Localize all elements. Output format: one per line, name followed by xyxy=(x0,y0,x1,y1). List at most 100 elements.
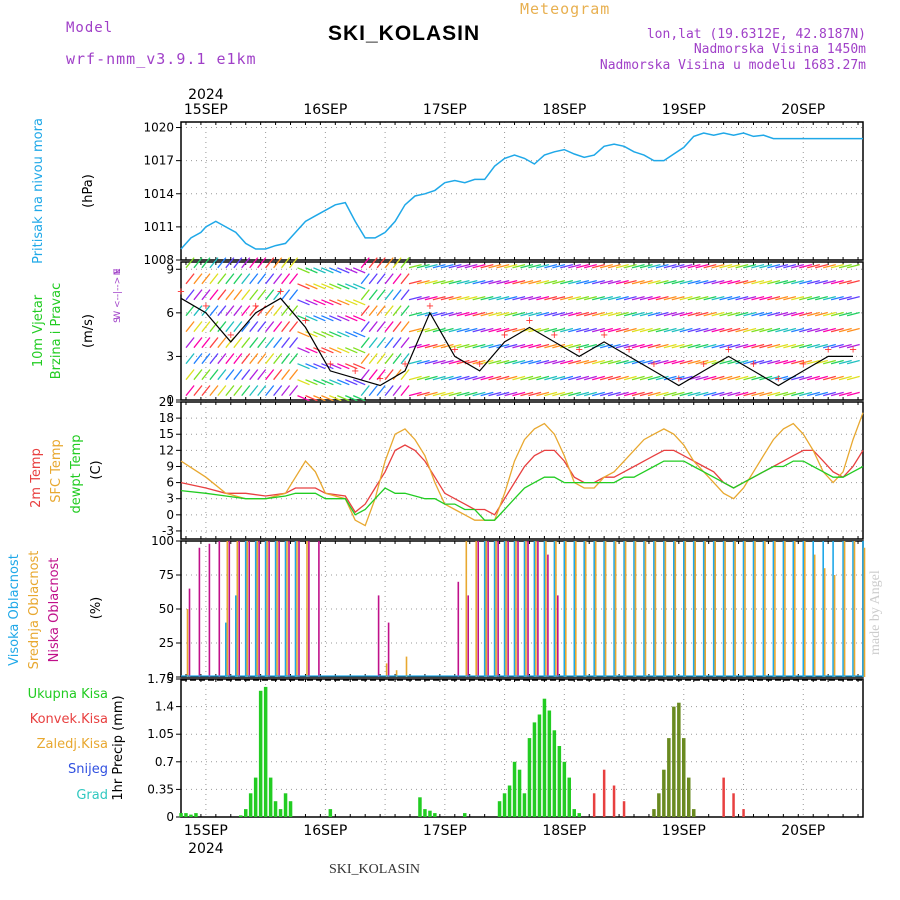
wind-barb xyxy=(615,279,629,285)
wind-barb xyxy=(281,385,291,397)
x-tick-label-bottom: 18SEP xyxy=(542,823,586,839)
wind-barb xyxy=(416,391,430,397)
wind-barb xyxy=(552,263,566,269)
wind-barb xyxy=(408,279,422,285)
wind-barb xyxy=(193,369,203,381)
lon-lat-label: lon,lat (19.6312E, 42.8187N) xyxy=(646,27,866,42)
wind-barb xyxy=(313,363,326,370)
precip-bar-0 xyxy=(682,738,686,817)
wind-barb xyxy=(767,279,781,285)
wind-barb xyxy=(416,343,430,349)
wind-barb xyxy=(185,305,195,317)
wind-barb xyxy=(440,375,454,381)
y-tick-label: 1.05 xyxy=(147,727,174,741)
wind-barb xyxy=(663,279,677,285)
wind-barb xyxy=(384,337,394,349)
wind-barb xyxy=(416,375,430,381)
wind-barb xyxy=(257,337,267,349)
y-tick-label: 75 xyxy=(159,568,174,582)
wind-barb xyxy=(544,311,558,317)
wind-barb xyxy=(600,295,613,301)
wind-barb xyxy=(838,263,852,269)
precip-bar-0 xyxy=(239,815,243,817)
wind-gust-mark: + xyxy=(276,286,284,297)
x-tick-label-top: 17SEP xyxy=(423,102,467,118)
wind-barb xyxy=(249,305,259,317)
wind-barb xyxy=(376,305,386,317)
wind-barb xyxy=(568,359,582,365)
wind-barb xyxy=(273,385,283,397)
wind-barb xyxy=(201,369,211,381)
precip-bar-0 xyxy=(577,813,581,817)
wind-barb xyxy=(830,359,844,365)
wind-barb xyxy=(838,327,852,333)
wind-barb xyxy=(440,327,454,333)
wind-barb xyxy=(376,353,386,365)
wind-barb xyxy=(767,359,781,365)
wind-barb xyxy=(695,311,709,317)
wind-barb xyxy=(687,311,701,317)
wind-barb xyxy=(520,311,534,317)
wind-barb xyxy=(352,395,366,402)
wind-barb xyxy=(496,311,510,317)
wind-barb xyxy=(217,305,227,317)
wind-barb xyxy=(607,391,621,397)
wind-barb xyxy=(321,347,334,354)
wind-barb xyxy=(639,279,653,285)
wind-barb xyxy=(663,311,677,317)
wind-barb xyxy=(416,295,430,301)
wind-barb xyxy=(623,343,637,349)
wind-barb xyxy=(751,263,765,269)
wind-barb xyxy=(504,311,518,317)
wind-barb xyxy=(815,295,828,301)
wind-barb xyxy=(225,273,235,285)
wind-barb xyxy=(719,343,733,349)
wind-barb xyxy=(368,273,378,285)
model-label: Model xyxy=(66,20,114,36)
wind-barb xyxy=(631,391,645,397)
wind-barb xyxy=(392,305,402,317)
precip-bar-0 xyxy=(517,769,522,817)
wind-barb xyxy=(528,263,542,269)
y-tick-label: 15 xyxy=(159,427,174,441)
panel-frame xyxy=(180,678,864,818)
wind-barb xyxy=(838,295,852,301)
wind-barb xyxy=(265,353,275,365)
wind-gust-mark: + xyxy=(675,373,683,384)
wind-gust-mark: + xyxy=(426,301,434,312)
wind-barb xyxy=(288,369,299,381)
wind-barb xyxy=(759,343,773,349)
wind-barb xyxy=(297,379,310,386)
wind-barb xyxy=(815,327,828,333)
wind-barb xyxy=(201,305,211,317)
wind-barb xyxy=(568,279,582,285)
wind-barb xyxy=(488,327,502,333)
wind-barb xyxy=(313,395,326,402)
wind-barb xyxy=(679,359,693,365)
y-tick-label: 0 xyxy=(166,393,174,407)
wind-barb xyxy=(496,327,510,333)
wind-barb xyxy=(663,343,677,349)
wind-barb xyxy=(321,315,334,322)
wind-barb xyxy=(751,279,765,285)
wind-barb xyxy=(528,295,542,301)
wind-barb xyxy=(480,391,494,397)
wind-barb xyxy=(639,263,653,269)
wind-barb xyxy=(544,375,558,381)
wind-barb xyxy=(360,385,370,397)
wind-barb xyxy=(815,375,828,381)
wind-barb xyxy=(273,353,283,365)
wind-barb xyxy=(408,391,422,397)
wind-barb xyxy=(448,327,462,333)
pressure-axis-title: Pritisak na nivou mora xyxy=(31,118,46,264)
wind-barb xyxy=(544,391,558,397)
wind-barb xyxy=(456,295,470,301)
pressure-units: (hPa) xyxy=(81,174,96,208)
wind-barb xyxy=(584,343,597,349)
wind-barb xyxy=(504,263,518,269)
x-tick-label-bottom: 19SEP xyxy=(662,823,706,839)
wind-barb xyxy=(352,347,366,354)
precip-bar-0 xyxy=(562,761,567,817)
wind-barb xyxy=(201,289,211,301)
